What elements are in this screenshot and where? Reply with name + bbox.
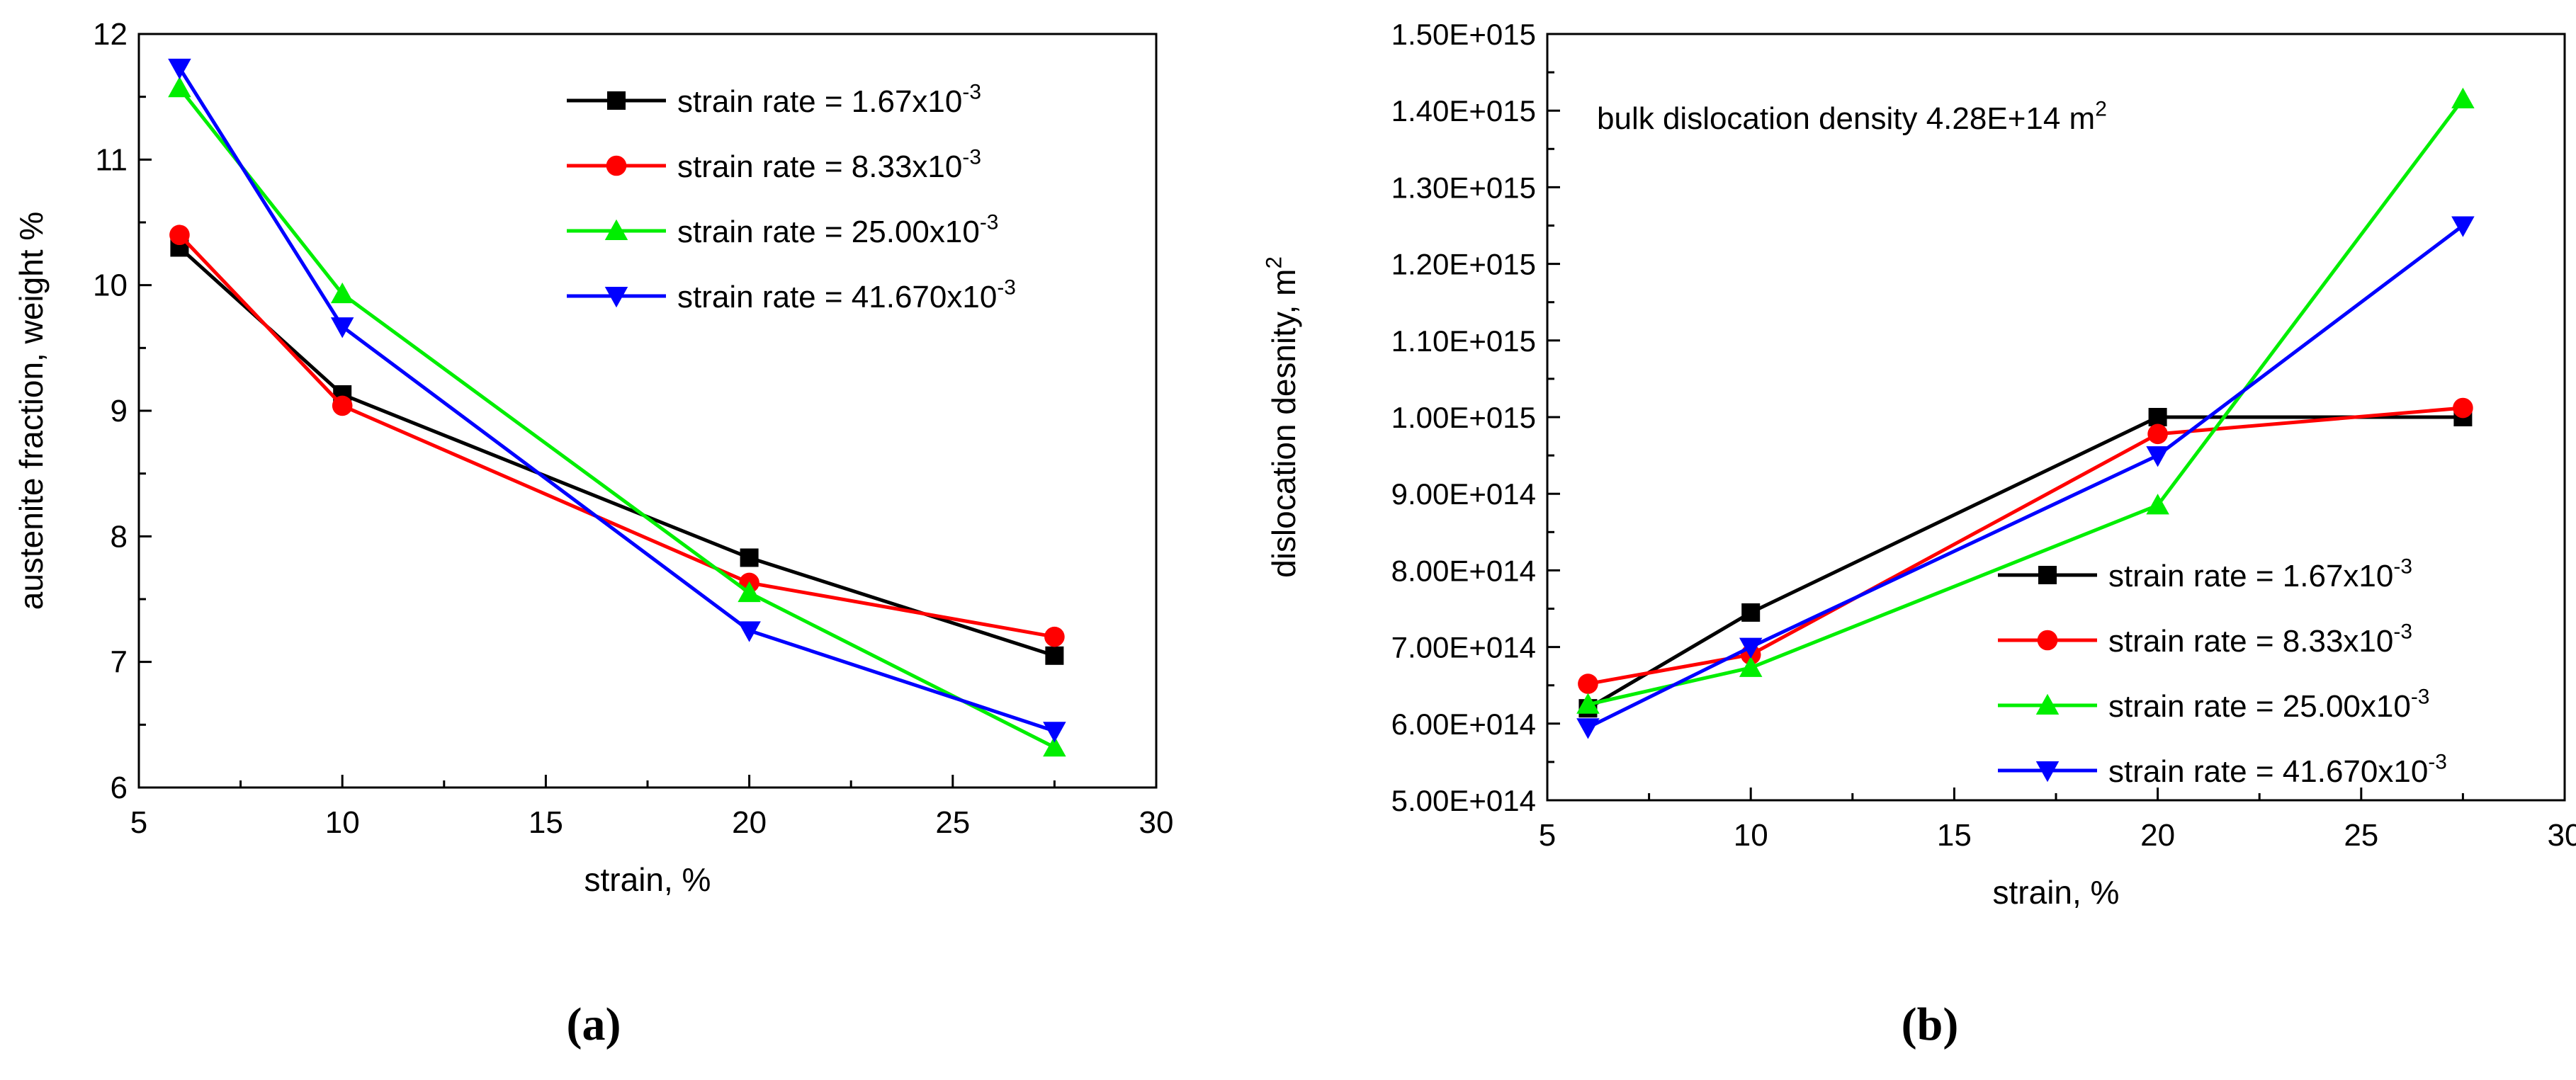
legend-label: strain rate = 25.00x10-3 (677, 211, 998, 249)
data-point (1045, 646, 1064, 665)
x-tick-label: 15 (1937, 818, 1972, 853)
legend-marker (2035, 761, 2060, 783)
series-line (1587, 415, 2463, 710)
data-point (2451, 87, 2475, 108)
legend-marker (606, 155, 627, 176)
series-line (178, 67, 1056, 733)
series-line (1587, 406, 2463, 686)
y-tick-label: 8 (111, 519, 128, 554)
x-tick-label: 20 (732, 805, 767, 840)
data-point (1739, 656, 1763, 677)
data-point (168, 58, 191, 80)
x-tick-label: 30 (1139, 805, 1174, 840)
x-tick-label: 25 (2344, 818, 2378, 853)
panel-label-a: (a) (567, 999, 621, 1050)
series-line (178, 234, 1055, 639)
y-tick-label: 9.00E+014 (1391, 477, 1536, 511)
data-point (2451, 216, 2475, 237)
legend-marker (604, 287, 628, 308)
y-tick-label: 5.00E+014 (1391, 784, 1536, 817)
data-point (1576, 693, 1600, 714)
y-tick-label: 6.00E+014 (1391, 707, 1536, 741)
data-point (1043, 736, 1066, 757)
y-tick-label: 9 (111, 394, 128, 428)
legend-marker (2038, 566, 2057, 584)
series-line (178, 86, 1056, 749)
y-tick-label: 1.50E+015 (1391, 18, 1536, 51)
y-tick-label: 1.00E+015 (1391, 401, 1536, 434)
x-tick-label: 25 (935, 805, 970, 840)
data-point (2146, 494, 2169, 515)
x-tick-label: 10 (1734, 818, 1768, 853)
data-point (1739, 637, 1763, 659)
y-tick-label: 1.20E+015 (1391, 248, 1536, 281)
data-point (1044, 626, 1065, 647)
y-tick-label: 8.00E+014 (1391, 554, 1536, 587)
data-point (2146, 446, 2169, 467)
legend-label: strain rate = 1.67x10-3 (2108, 555, 2412, 593)
y-tick-label: 1.10E+015 (1391, 324, 1536, 358)
data-point (740, 548, 759, 567)
legend-marker (2035, 693, 2060, 715)
y-tick-label: 1.30E+015 (1391, 171, 1536, 204)
data-point (1576, 718, 1600, 739)
data-point (168, 76, 191, 98)
plot-frame (137, 33, 1158, 789)
data-point (330, 282, 354, 304)
x-tick-label: 5 (130, 805, 147, 840)
data-point (332, 395, 353, 416)
y-tick-label: 1.40E+015 (1391, 94, 1536, 127)
data-point (1043, 722, 1066, 743)
data-point (1578, 673, 1598, 694)
legend-label: strain rate = 41.670x10-3 (677, 276, 1016, 314)
data-point (2453, 397, 2473, 419)
data-point (738, 581, 761, 603)
legend-marker (607, 91, 626, 110)
annotation-text: bulk dislocation density 4.28E+14 m2 (1597, 98, 2107, 136)
y-tick-label: 10 (93, 268, 128, 303)
x-axis-label: strain, % (1993, 874, 2120, 911)
legend-marker (604, 219, 628, 240)
data-point (2148, 408, 2167, 426)
x-axis-label: strain, % (584, 861, 711, 898)
y-tick-label: 12 (93, 17, 128, 52)
y-tick-label: 7.00E+014 (1391, 631, 1536, 664)
data-point (738, 621, 761, 642)
data-point (2147, 424, 2168, 445)
data-point (330, 317, 354, 339)
x-tick-label: 15 (529, 805, 563, 840)
chart-b: 5 10 15 20 25 30 5.00E+014 6.00E+014 7.00E+014 8.… (1262, 18, 2576, 911)
x-tick-label: 20 (2140, 818, 2175, 853)
legend-label: strain rate = 8.33x10-3 (2108, 620, 2412, 659)
x-tick-label: 10 (325, 805, 360, 840)
legend-label: strain rate = 41.670x10-3 (2108, 751, 2447, 789)
x-tick-label: 30 (2548, 818, 2576, 853)
legend-label: strain rate = 1.67x10-3 (677, 81, 981, 119)
series-line (1587, 224, 2464, 729)
series-line (1587, 98, 2465, 707)
panel-label-b: (b) (1902, 999, 1959, 1050)
data-point (169, 224, 190, 246)
x-tick-label: 5 (1539, 818, 1556, 853)
y-tick-label: 7 (111, 645, 128, 680)
legend-label: strain rate = 25.00x10-3 (2108, 686, 2429, 724)
legend-marker (2037, 630, 2058, 651)
y-axis-label: dislocation desnity, m2 (1262, 256, 1302, 578)
y-tick-label: 6 (111, 771, 128, 805)
legend-label: strain rate = 8.33x10-3 (677, 146, 981, 184)
y-tick-label: 11 (95, 142, 128, 177)
y-axis-label: austenite fraction, weight % (13, 212, 50, 610)
chart-a: 5 10 15 20 25 30 6 7 8 9 10 11 12 strain, % austenite … (13, 17, 1173, 898)
data-point (1741, 603, 1761, 622)
